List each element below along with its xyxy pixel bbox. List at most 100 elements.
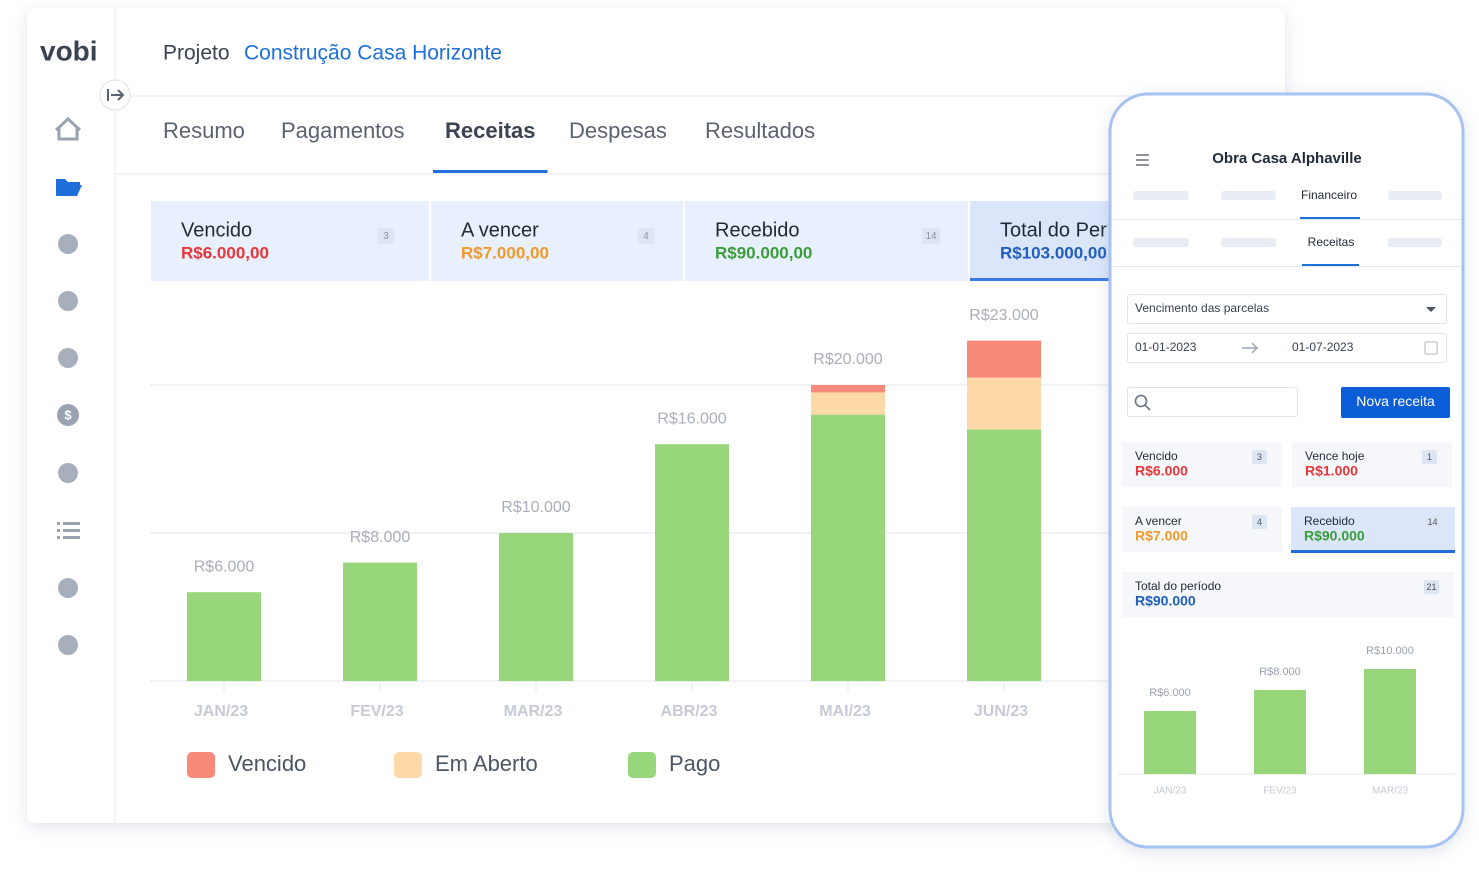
project-prefix: Projeto [163,42,230,65]
bar [1144,711,1196,774]
phone-tab[interactable]: Receitas [1308,235,1355,249]
search-icon [1134,394,1148,408]
menu-icon[interactable] [1136,154,1149,166]
badge [1422,450,1437,464]
total-label: R$8.000 [350,529,411,546]
card-amount: R$7.000,00 [461,243,549,262]
arrow-icon [1242,342,1258,354]
date-to: 01-07-2023 [1292,340,1354,354]
value-label: R$6.000 [1149,687,1191,699]
search-box[interactable] [1127,387,1298,417]
tab[interactable]: Despesas [569,118,667,143]
nav-icon[interactable] [58,291,78,311]
bar-segment [967,377,1041,430]
x-tick-label: JAN/23 [194,703,248,720]
phone: Obra Casa Alphaville Financeiro Receitas… [1108,92,1465,849]
new-button[interactable] [1341,387,1450,418]
badge-count: 4 [643,231,649,242]
search-icon [1144,404,1151,411]
bar [1364,669,1416,774]
phone-tab[interactable]: Financeiro [1301,188,1357,202]
logo: vobi [40,35,98,66]
tab[interactable]: Receitas [445,118,536,143]
total-label: R$16.000 [657,410,726,427]
tab-underline [1302,264,1359,266]
mobile-card [1291,507,1455,552]
bar-segment [811,414,885,681]
calendar-icon [1424,341,1438,355]
bar-segment [655,444,729,681]
total-label: R$20.000 [813,351,882,368]
nav-icon[interactable] [58,234,78,254]
card-label: Recebido [1304,514,1355,528]
collapse-icon [107,89,125,101]
x-tick-label: JAN/23 [1154,786,1187,797]
chart: R$6.000 JAN/23 R$8.000 FEV/23 R$10.000 MAR/23… [150,307,1110,720]
nav-icon[interactable] [57,536,60,539]
mobile-card [1292,442,1452,487]
date-range[interactable] [1127,333,1447,363]
tab-placeholder [1221,238,1276,247]
badge [922,228,940,244]
mobile-card [1122,572,1454,617]
badge-count: 21 [1426,582,1436,592]
badge-count: 1 [1427,452,1432,462]
phone-frame [1108,92,1465,849]
total-label: R$10.000 [501,499,570,516]
legend-label: Vencido [228,751,306,776]
value-label: R$10.000 [1366,645,1414,657]
nav-icon [63,529,80,532]
x-tick-label: MAR/23 [504,703,563,720]
nav-icon[interactable] [57,529,60,532]
total-label: R$6.000 [194,558,255,575]
tab-placeholder [1133,191,1189,200]
badge-count: 3 [1257,452,1262,462]
card-label: A vencer [1135,514,1182,528]
nav-icon[interactable] [56,179,82,196]
nav-icon[interactable] [57,522,60,525]
badge-count: 4 [1257,517,1262,527]
nav-icon[interactable] [57,404,79,426]
tab[interactable]: Pagamentos [281,118,405,143]
dropdown-icon [1426,307,1436,312]
nav-icon[interactable] [58,348,78,368]
badge [1252,450,1267,464]
badge-count: 3 [383,231,389,242]
bar-segment [811,392,885,415]
card-amount: R$90.000,00 [715,243,812,262]
card-amount: R$6.000,00 [181,243,269,262]
card-amount: R$7.000 [1135,528,1188,544]
button-label: Nova receita [1356,393,1435,409]
nav-icon [63,536,80,539]
nav-icon[interactable] [58,578,78,598]
card-amount: R$103.000,00 [1000,243,1107,262]
badge-count: 14 [925,231,937,242]
nav-icon[interactable] [58,635,78,655]
legend-label: Em Aberto [435,751,538,776]
legend: Vencido Em Aberto Pago [187,751,720,778]
card-label: Recebido [715,219,800,241]
project-name: Construção Casa Horizonte [244,42,502,65]
bar-segment [343,562,417,681]
mobile-card [1122,442,1282,487]
tab-underline [1300,217,1360,219]
card-label: Total do período [1135,579,1221,593]
tab[interactable]: Resumo [163,118,245,143]
legend-label: Pago [669,751,720,776]
x-tick-label: MAR/23 [1372,786,1409,797]
bar [1254,690,1306,774]
card-label: Vencido [1135,449,1178,463]
tab[interactable]: Resultados [705,118,815,143]
filter-select[interactable] [1127,294,1447,324]
phone-title: Obra Casa Alphaville [1212,150,1362,167]
x-tick-label: MAI/23 [819,703,871,720]
bar-segment [187,592,261,681]
legend-swatch [394,752,422,778]
nav-icon[interactable] [58,463,78,483]
nav-icon [63,522,80,525]
nav-icon[interactable] [54,116,82,141]
x-tick-label: JUN/23 [974,703,1028,720]
card-label: Vence hoje [1305,449,1365,463]
